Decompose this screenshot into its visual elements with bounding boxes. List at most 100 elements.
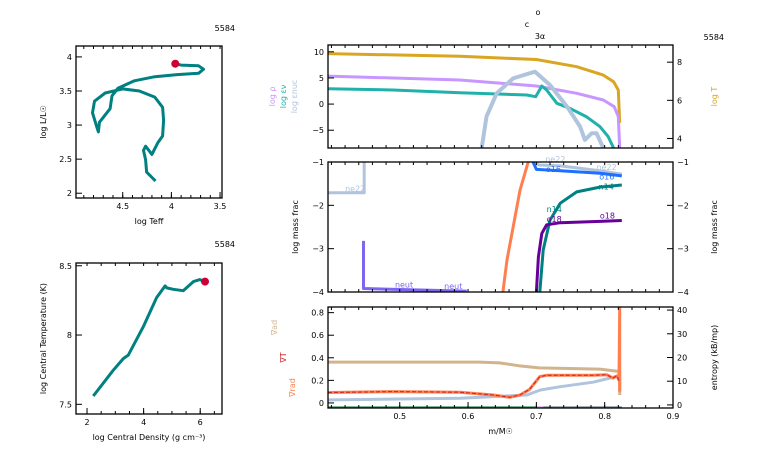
y-tick-label-right: 30 [677,330,687,339]
series-line-ad [328,360,622,395]
series-line-o16 [531,162,622,178]
y-tick-label: −4 [312,288,324,297]
y-tick-label: 8.5 [59,262,72,271]
series-label: o18 [547,215,562,224]
series-line-log [328,74,622,148]
y-tick-label: −2 [312,201,324,210]
y-axis-label: ∇ad [270,320,279,336]
y-tick-label: 0.2 [311,376,324,385]
profile-bottom-series [328,307,622,408]
y-tick-label-right: 8 [677,58,682,67]
series-line-neut [362,240,467,292]
series-label: ne22 [596,163,616,172]
model-number-center: 5584 [215,240,235,249]
y-tick-label: 7.5 [59,400,72,409]
y-tick-label-right: 4 [677,134,682,143]
plot-frame [327,44,674,149]
model-number-profile: 5584 [704,33,724,42]
y-tick-label: 5 [319,74,324,83]
hr-panel: 4.5 4 3.5 2 2.5 3 3.5 4 log Teff log L/L☉ [39,45,227,226]
y-axis-label: ∇rad [288,378,297,398]
x-tick-label: 4 [169,202,174,211]
y-axis-label: log mass frac [291,200,300,254]
y-tick-label: −5 [312,126,324,135]
x-tick-label: 0.6 [462,412,475,421]
x-tick-label: 0.9 [667,412,680,421]
series-label: neut [395,281,413,290]
y-tick-label-right: 10 [677,377,687,386]
series-label: o16 [599,172,614,181]
y-tick-label: 10 [314,48,324,57]
series-label: n14 [547,205,562,214]
x-axis-label: m/M☉ [488,427,513,436]
y-axis-label: log Central Temperature (K) [39,283,48,394]
y-tick-label-right: −4 [677,288,689,297]
current-model-marker [171,59,180,68]
series-line-ne22 [532,162,623,176]
y-tick-label: 0.6 [311,331,324,340]
y-tick-label: 0.4 [311,354,324,363]
series-line-curve [91,62,205,183]
y-tick-label-right: −1 [677,158,689,167]
y-axis-label-right: entropy (kB/mp) [710,325,719,390]
center-series [92,278,206,397]
current-model-marker [201,277,210,286]
y-tick-label: 4 [67,53,72,62]
y-tick-label: 0.8 [311,309,324,318]
y-tick-label: 2 [67,189,72,198]
y-tick-label: −3 [312,245,324,254]
x-tick-label: 0.8 [598,412,611,421]
x-tick-label: 2 [84,418,89,427]
profile-bottom-panel: 0.5 0.6 0.7 0.8 0.9 0 0.2 0.4 0.6 0.8 0 10 20 30 40 m/M… [270,306,719,436]
x-tick-label: 0.5 [393,412,406,421]
y-tick-label: 3 [67,121,72,130]
series-line-lognuc [479,69,606,148]
x-tick-label: 4 [141,418,146,427]
x-axis-label: log Central Density (g cm⁻³) [93,433,206,442]
x-axis-label: log Teff [135,217,164,226]
y-tick-label-right: 6 [677,96,682,105]
series-line-n14 [538,183,622,292]
series-line-curve [501,162,530,292]
series-label: ne22 [545,155,565,164]
series-label: o16 [546,165,561,174]
y-axis-label-right: log T [710,87,719,107]
profile-top-panel: −5 0 5 10 4 6 8 log ρ log εν log εnuc log T [268,44,719,149]
y-axis-label: ∇T [279,352,288,363]
plot-frame [75,45,223,199]
y-tick-label: −1 [312,158,324,167]
y-axis-label: log L/L☉ [39,105,48,139]
profile-mid-series [328,162,623,292]
series-label: n14 [599,182,614,191]
x-tick-label: 4.5 [116,202,129,211]
y-tick-label: 0 [319,399,324,408]
marker-o: o [536,8,541,17]
series-line-entropy [328,375,620,402]
y-tick-label-right: −2 [677,201,689,210]
x-tick-label: 6 [198,418,203,427]
series-label: ne22 [345,184,365,193]
y-axis-label-right: log mass frac [710,200,719,254]
y-tick-label-right: 40 [677,306,687,315]
marker-c: c [525,20,529,29]
series-line-T [328,374,620,398]
series-line-logT [328,52,622,123]
x-tick-label: 3.5 [214,202,227,211]
series-label: neut [444,282,462,291]
profile-top-series [328,52,622,148]
y-tick-label: 2.5 [59,155,72,164]
series-line-ne22 [328,162,366,195]
plot-frame [75,262,223,415]
series-line-curve [92,278,206,397]
hr-series [91,62,205,183]
y-tick-label: 8 [67,331,72,340]
x-tick-label: 0.7 [530,412,543,421]
series-line-o18 [534,219,622,292]
y-axis-label: log εnuc [290,80,299,114]
marker-3alpha: 3α [535,32,545,41]
series-label: o18 [600,211,615,220]
y-tick-label: 0 [319,100,324,109]
center-panel: 2 4 6 7.5 8 8.5 log Central Density (g cm⁻³) lo… [39,262,223,442]
